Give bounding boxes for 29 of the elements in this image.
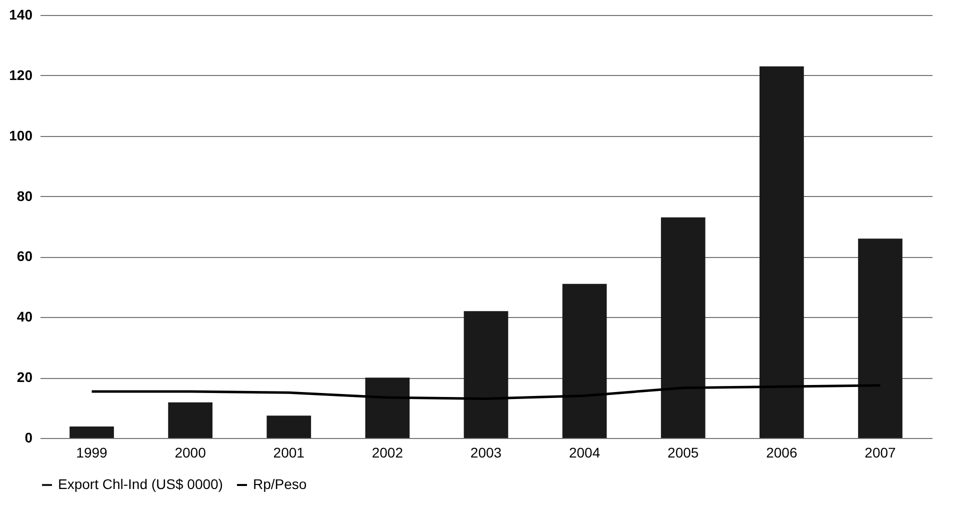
x-tick-label: 2007 <box>864 444 896 460</box>
bar <box>660 217 706 438</box>
x-tick-label: 1999 <box>76 444 108 460</box>
bar <box>858 238 902 438</box>
y-tick-label: 100 <box>9 127 33 144</box>
y-tick-label: 120 <box>9 66 33 83</box>
bar <box>365 378 410 438</box>
x-tick-label: 2004 <box>568 444 600 460</box>
bar <box>562 284 607 438</box>
x-tick-label: 2002 <box>372 444 404 460</box>
y-tick-label: 60 <box>16 248 33 264</box>
bar <box>760 66 804 438</box>
y-tick-label: 40 <box>16 308 33 325</box>
legend-label: Export Chl-Ind (US$ 0000) <box>58 476 223 492</box>
y-tick-label: 80 <box>16 188 33 204</box>
legend-label: Rp/Peso <box>253 476 307 492</box>
y-tick-label: 140 <box>9 6 33 22</box>
y-tick-label: 20 <box>16 369 33 386</box>
bar <box>168 402 212 438</box>
x-tick-label: 2005 <box>668 444 699 460</box>
x-tick-label: 2001 <box>273 444 305 460</box>
x-tick-label: 2000 <box>174 444 206 460</box>
y-tick-label: 0 <box>24 430 33 446</box>
bar <box>464 311 508 438</box>
x-tick-label: 2006 <box>766 444 798 460</box>
bar <box>266 416 312 438</box>
bar <box>70 426 114 438</box>
x-tick-label: 2003 <box>470 444 502 460</box>
line-series <box>90 384 882 400</box>
